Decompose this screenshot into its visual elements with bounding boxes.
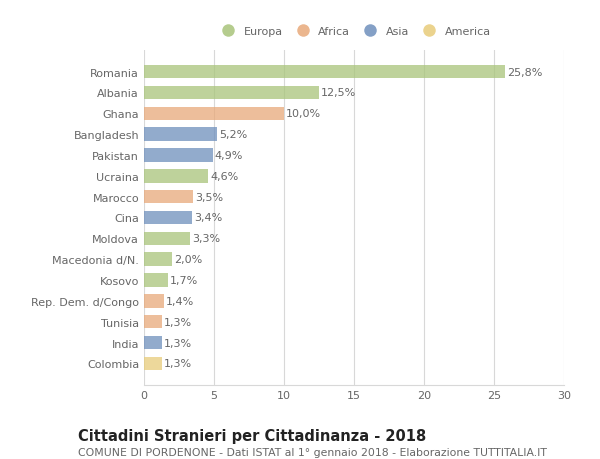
Text: 1,4%: 1,4%: [166, 296, 194, 306]
Bar: [144, 86, 319, 100]
Bar: [144, 294, 164, 308]
Bar: [144, 149, 212, 162]
Text: 1,3%: 1,3%: [164, 358, 193, 369]
Bar: [144, 336, 162, 350]
Bar: [144, 190, 193, 204]
Bar: [144, 357, 162, 370]
Bar: [144, 315, 162, 329]
Text: 4,9%: 4,9%: [215, 151, 243, 161]
Bar: [144, 170, 208, 183]
Text: Cittadini Stranieri per Cittadinanza - 2018: Cittadini Stranieri per Cittadinanza - 2…: [78, 428, 426, 443]
Text: 1,7%: 1,7%: [170, 275, 198, 285]
Text: COMUNE DI PORDENONE - Dati ISTAT al 1° gennaio 2018 - Elaborazione TUTTITALIA.IT: COMUNE DI PORDENONE - Dati ISTAT al 1° g…: [78, 448, 547, 458]
Bar: [144, 211, 191, 225]
Text: 10,0%: 10,0%: [286, 109, 321, 119]
Bar: [144, 274, 168, 287]
Text: 1,3%: 1,3%: [164, 338, 193, 348]
Bar: [144, 107, 284, 121]
Text: 3,4%: 3,4%: [194, 213, 222, 223]
Legend: Europa, Africa, Asia, America: Europa, Africa, Asia, America: [212, 22, 496, 41]
Text: 2,0%: 2,0%: [174, 255, 202, 264]
Text: 4,6%: 4,6%: [211, 172, 239, 181]
Bar: [144, 66, 505, 79]
Bar: [144, 232, 190, 246]
Text: 12,5%: 12,5%: [321, 88, 356, 98]
Text: 1,3%: 1,3%: [164, 317, 193, 327]
Text: 25,8%: 25,8%: [508, 67, 542, 78]
Text: 3,5%: 3,5%: [195, 192, 223, 202]
Text: 3,3%: 3,3%: [193, 234, 220, 244]
Text: 5,2%: 5,2%: [219, 130, 247, 140]
Bar: [144, 253, 172, 266]
Bar: [144, 128, 217, 142]
